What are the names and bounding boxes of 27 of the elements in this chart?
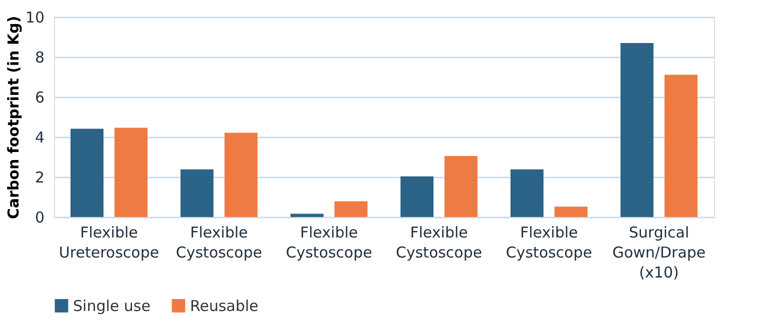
y-tick-label: 8 xyxy=(34,48,44,66)
bar xyxy=(180,169,214,217)
y-tick-label: 2 xyxy=(34,168,44,186)
bar xyxy=(620,43,654,217)
x-tick-label: Flexible Cystoscope xyxy=(286,224,372,262)
bar xyxy=(290,214,324,217)
x-tick-label: Flexible Ureteroscope xyxy=(58,224,160,262)
y-tick-label: 6 xyxy=(34,88,44,106)
x-tick-label: Surgical Gown/Drape (x10) xyxy=(612,224,706,282)
bar xyxy=(510,169,544,217)
x-tick-label: Flexible Cystoscope xyxy=(506,224,592,262)
y-tick-label: 0 xyxy=(34,208,44,226)
bar xyxy=(554,206,588,217)
bar xyxy=(444,156,478,217)
bar xyxy=(224,132,258,217)
bar xyxy=(334,201,368,217)
x-tick-label: Flexible Cystoscope xyxy=(396,224,482,262)
y-tick-label: 4 xyxy=(34,128,44,146)
bar xyxy=(400,176,434,217)
bar xyxy=(664,74,698,217)
y-axis-title: Carbon footprint (in Kg) xyxy=(4,16,22,220)
legend-label: Reusable xyxy=(190,296,258,315)
bar xyxy=(70,128,104,217)
legend-label: Single use xyxy=(73,296,150,315)
x-tick-label: Flexible Cystoscope xyxy=(176,224,262,262)
bar xyxy=(114,128,148,217)
y-tick-label: 10 xyxy=(25,8,44,26)
